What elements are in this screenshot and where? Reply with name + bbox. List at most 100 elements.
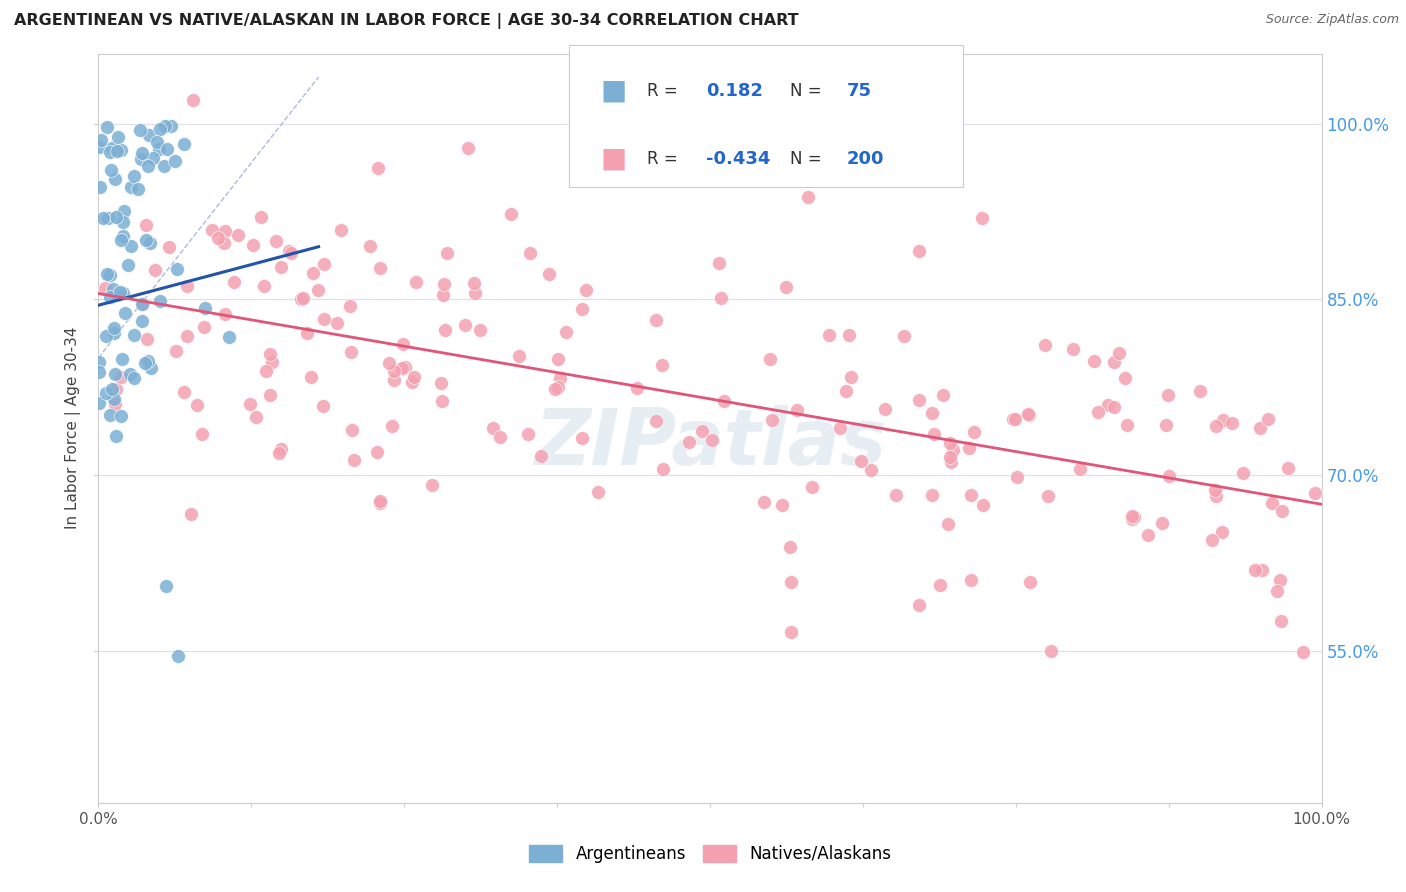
Point — [245, 409, 267, 424]
Point — [101, 382, 124, 396]
Point — [1040, 644, 1063, 658]
Point — [436, 245, 458, 260]
Point — [1097, 398, 1119, 412]
Point — [801, 480, 824, 494]
Point — [1211, 413, 1233, 427]
Point — [1122, 510, 1144, 524]
Point — [432, 288, 454, 302]
Point — [433, 323, 456, 337]
Point — [129, 152, 152, 166]
Point — [939, 454, 962, 468]
Point — [759, 351, 782, 366]
Point — [1260, 496, 1282, 510]
Point — [893, 329, 915, 343]
Point — [149, 293, 172, 308]
Point — [218, 330, 240, 344]
Point — [226, 227, 249, 242]
Point — [239, 397, 262, 411]
Point — [96, 267, 118, 281]
Point — [145, 263, 167, 277]
Point — [1069, 462, 1091, 476]
Point — [326, 317, 349, 331]
Point — [797, 190, 820, 204]
Point — [264, 234, 287, 248]
Point — [368, 496, 391, 510]
Point — [508, 350, 530, 364]
Point — [136, 354, 159, 368]
Point — [342, 452, 364, 467]
Legend: Argentineans, Natives/Alaskans: Argentineans, Natives/Alaskans — [522, 838, 898, 870]
Point — [131, 313, 153, 327]
Point — [957, 441, 980, 455]
Point — [1019, 575, 1042, 590]
Point — [190, 426, 212, 441]
Point — [1004, 412, 1026, 426]
Point — [651, 462, 673, 476]
Text: 200: 200 — [846, 150, 884, 168]
Point — [884, 488, 907, 502]
Point — [761, 413, 783, 427]
Point — [89, 365, 111, 379]
Text: R =: R = — [647, 82, 678, 100]
Point — [928, 577, 950, 591]
Point — [547, 380, 569, 394]
Point — [330, 222, 353, 236]
Point — [368, 260, 391, 275]
Point — [340, 344, 363, 359]
Point — [267, 446, 290, 460]
Point — [290, 292, 312, 306]
Point — [555, 326, 578, 340]
Point — [181, 94, 204, 108]
Point — [433, 277, 456, 291]
Point — [851, 454, 873, 468]
Point — [120, 368, 142, 382]
Point — [103, 326, 125, 341]
Point — [960, 488, 983, 502]
Point — [645, 414, 668, 428]
Point — [89, 354, 111, 368]
Point — [464, 286, 486, 301]
Point — [1232, 466, 1254, 480]
Point — [401, 375, 423, 389]
Point — [381, 419, 404, 434]
Point — [112, 203, 135, 218]
Point — [176, 328, 198, 343]
Point — [101, 282, 124, 296]
Point — [97, 211, 120, 225]
Point — [516, 427, 538, 442]
Text: R =: R = — [647, 150, 678, 168]
Point — [120, 179, 142, 194]
Point — [368, 494, 391, 508]
Point — [270, 260, 292, 274]
Point — [110, 409, 132, 424]
Point — [1268, 573, 1291, 587]
Point — [105, 145, 128, 159]
Point — [186, 398, 208, 412]
Point — [259, 347, 281, 361]
Point — [214, 307, 236, 321]
Point — [938, 450, 960, 464]
Point — [167, 649, 190, 664]
Point — [141, 360, 163, 375]
Point — [165, 344, 187, 359]
Point — [378, 356, 401, 370]
Point — [214, 224, 236, 238]
Point — [252, 279, 274, 293]
Point — [1243, 563, 1265, 577]
Point — [645, 313, 668, 327]
Point — [312, 257, 335, 271]
Point — [159, 119, 181, 133]
Text: Source: ZipAtlas.com: Source: ZipAtlas.com — [1265, 13, 1399, 27]
Point — [1018, 408, 1040, 422]
Point — [307, 283, 329, 297]
Point — [1033, 338, 1056, 352]
Point — [242, 238, 264, 252]
Point — [250, 210, 273, 224]
Point — [98, 408, 121, 422]
Point — [690, 424, 713, 438]
Point — [148, 142, 170, 156]
Point — [482, 421, 505, 435]
Point — [124, 169, 146, 183]
Point — [770, 498, 793, 512]
Point — [453, 318, 475, 332]
